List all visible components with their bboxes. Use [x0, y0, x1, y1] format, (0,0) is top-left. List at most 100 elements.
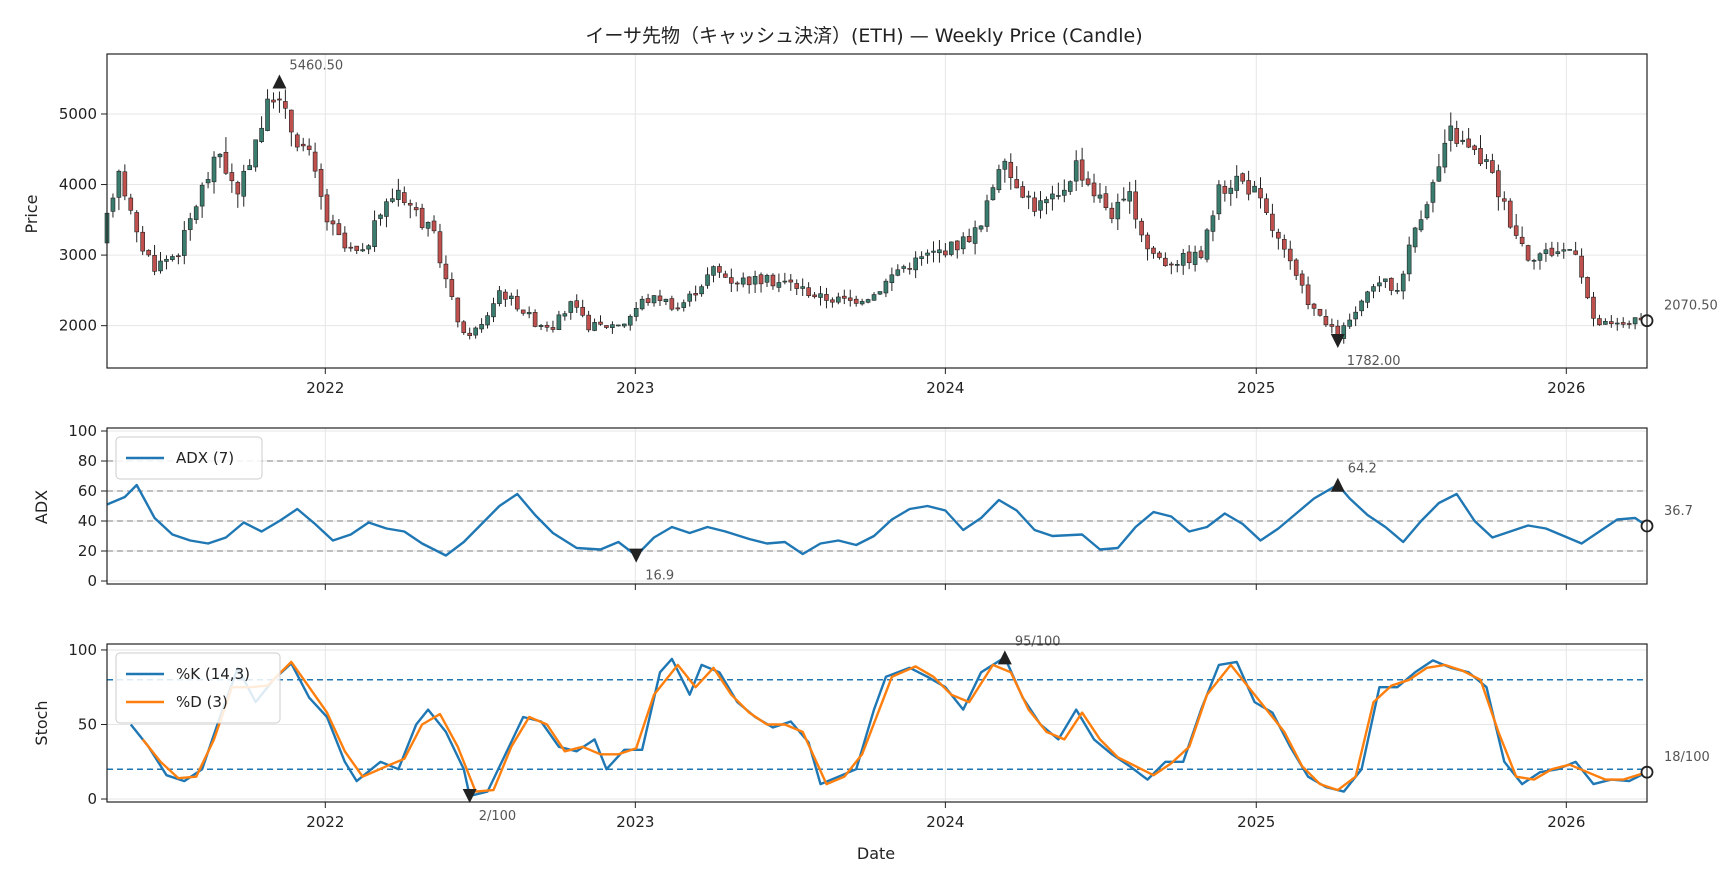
price-candle	[740, 277, 746, 285]
price-candle	[853, 298, 859, 304]
price-candle	[1103, 193, 1109, 209]
price-candle	[770, 274, 776, 287]
price-candle	[1210, 215, 1216, 232]
price-candle	[1543, 249, 1549, 254]
price-candle	[122, 171, 128, 197]
price-candle	[794, 283, 800, 289]
price-candle	[865, 299, 871, 303]
price-candle	[491, 303, 496, 318]
price-candle	[699, 286, 704, 295]
price-candle	[1525, 245, 1531, 261]
price-candle	[1032, 197, 1037, 212]
stoch-border	[106, 643, 1648, 803]
price-last-label: 2070.50	[1664, 299, 1718, 314]
price-candle	[1121, 198, 1127, 201]
price-candle	[1163, 257, 1168, 267]
stoch-legend-box	[115, 652, 281, 724]
price-candle	[520, 309, 526, 314]
price-candle	[1133, 191, 1138, 220]
price-candle	[723, 273, 728, 278]
price-candle	[116, 170, 122, 198]
price-candle	[1359, 300, 1364, 312]
stoch-xtick-label: 2024	[926, 813, 964, 831]
price-candle	[1603, 321, 1608, 325]
price-candle	[1050, 193, 1055, 200]
price-candle	[1014, 179, 1020, 189]
price-candle	[241, 170, 247, 197]
price-candle	[247, 165, 253, 171]
price-candle	[1406, 244, 1412, 275]
price-ytick-label: 2000	[59, 317, 97, 335]
adx-ytick-label: 100	[68, 422, 97, 440]
stoch-d-line	[141, 660, 1648, 793]
price-candle	[211, 156, 217, 183]
price-candle	[859, 301, 865, 305]
price-candle	[645, 298, 651, 303]
price-candle	[776, 282, 782, 288]
price-candle	[1573, 250, 1578, 255]
price-candle	[485, 315, 490, 326]
price-candle	[996, 169, 1002, 191]
price-candle	[1579, 255, 1584, 278]
price-candle	[324, 194, 330, 223]
price-candle	[372, 220, 377, 247]
price-candle	[586, 314, 591, 331]
price-candle	[1157, 252, 1162, 258]
price-candle	[544, 325, 550, 328]
adx-last-label: 36.7	[1664, 504, 1693, 519]
price-candle	[972, 227, 978, 244]
price-candle	[663, 298, 669, 302]
price-candle	[152, 255, 157, 272]
price-candle	[1085, 178, 1091, 185]
price-candle	[1270, 213, 1275, 231]
price-candle	[592, 322, 597, 331]
price-candle	[455, 297, 461, 323]
price-candle	[300, 143, 306, 147]
price-candle	[943, 250, 948, 256]
price-xtick-label: 2026	[1547, 379, 1585, 397]
price-candle	[580, 306, 585, 316]
price-candle	[384, 201, 389, 217]
price-candle	[479, 324, 484, 330]
price-candle	[497, 290, 502, 304]
price-candle	[1174, 263, 1180, 266]
stoch-min-marker	[462, 789, 477, 804]
price-candle	[1264, 198, 1269, 213]
stoch-xtick-label: 2025	[1237, 813, 1275, 831]
price-min-label: 1782.00	[1347, 354, 1401, 369]
price-candle	[437, 231, 443, 264]
price-candle	[598, 321, 603, 325]
price-candle	[1389, 277, 1394, 291]
adx-min-label: 16.9	[645, 569, 674, 584]
price-candle	[1472, 145, 1477, 151]
price-candle	[1412, 227, 1418, 248]
price-candle	[1258, 188, 1263, 199]
price-candle	[449, 279, 455, 297]
price-border	[106, 53, 1648, 369]
price-candle	[990, 187, 996, 201]
price-candle	[1394, 290, 1400, 292]
price-candle	[1383, 278, 1388, 282]
stoch-max-marker	[997, 650, 1012, 665]
price-candle	[1620, 322, 1626, 325]
price-candle	[176, 255, 181, 258]
price-candle	[1299, 273, 1305, 286]
price-candle	[193, 206, 199, 220]
stoch-min-label: 2/100	[479, 809, 516, 824]
price-candle	[1478, 148, 1483, 165]
price-ytick-label: 4000	[59, 176, 97, 194]
price-xtick-label: 2023	[616, 379, 654, 397]
price-candle	[889, 274, 895, 284]
price-candle	[1614, 322, 1620, 325]
price-candle	[1026, 195, 1031, 198]
price-candle	[140, 231, 145, 252]
adx-max-marker	[1330, 477, 1345, 492]
price-candle	[651, 295, 657, 304]
adx-ytick-label: 20	[78, 542, 97, 560]
price-xtick-label: 2025	[1237, 379, 1275, 397]
price-candle	[467, 332, 473, 337]
price-candle	[401, 192, 407, 203]
price-candle	[907, 268, 913, 270]
price-xtick-label: 2024	[926, 379, 964, 397]
